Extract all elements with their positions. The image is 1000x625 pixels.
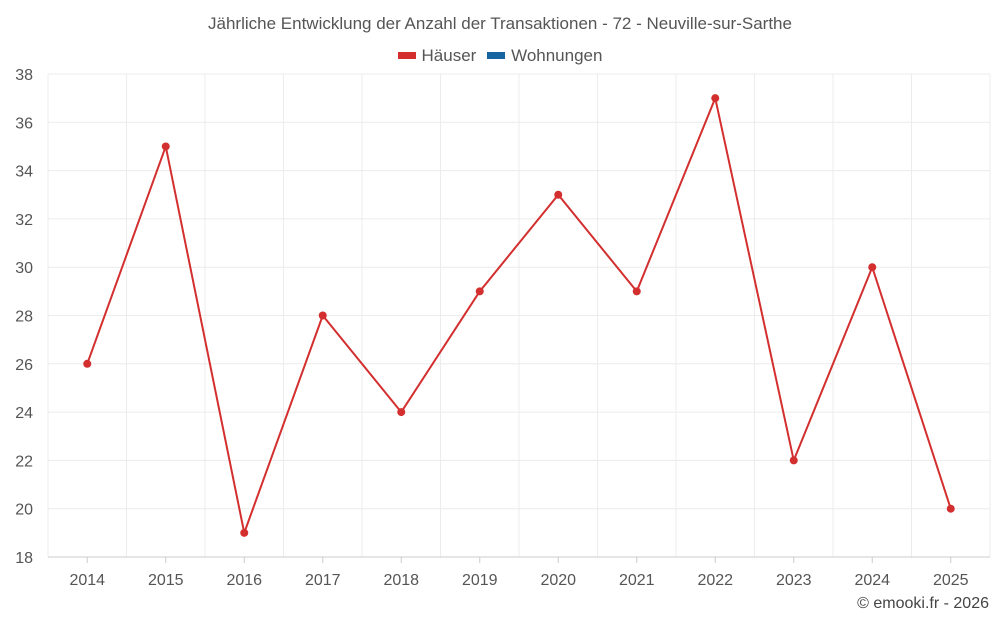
x-tick-label: 2022 bbox=[697, 572, 733, 589]
data-point bbox=[632, 287, 641, 296]
legend-swatch-haeuser bbox=[397, 52, 416, 59]
data-point bbox=[789, 456, 798, 465]
data-point bbox=[711, 94, 720, 103]
y-tick-label: 34 bbox=[15, 164, 33, 181]
data-point bbox=[397, 408, 406, 417]
y-tick-label: 22 bbox=[15, 453, 33, 470]
legend-item-haeuser[interactable]: Häuser bbox=[397, 45, 477, 66]
x-tick-label: 2015 bbox=[148, 572, 184, 589]
x-tick-label: 2021 bbox=[619, 572, 655, 589]
data-point bbox=[318, 311, 327, 320]
legend-item-wohnungen[interactable]: Wohnungen bbox=[487, 46, 602, 66]
x-tick-label: 2017 bbox=[305, 572, 341, 589]
x-tick-label: 2023 bbox=[776, 572, 812, 589]
data-point bbox=[946, 504, 955, 513]
axes bbox=[48, 556, 990, 563]
data-point bbox=[868, 263, 877, 272]
grid bbox=[47, 73, 991, 558]
data-point bbox=[240, 528, 249, 537]
series-lines bbox=[86, 97, 952, 534]
y-tick-label: 30 bbox=[15, 260, 33, 277]
series-line-häuser bbox=[86, 97, 952, 534]
series-points bbox=[83, 94, 955, 537]
x-tick-label: 2025 bbox=[933, 572, 969, 589]
legend: Häuser Wohnungen bbox=[0, 44, 1000, 66]
y-tick-label: 28 bbox=[15, 309, 33, 326]
data-point bbox=[554, 190, 563, 199]
data-point bbox=[83, 359, 92, 368]
x-tick-label: 2020 bbox=[540, 572, 576, 589]
data-point bbox=[475, 287, 484, 296]
chart-title: Jährliche Entwicklung der Anzahl der Tra… bbox=[208, 14, 792, 33]
x-tick-label: 2019 bbox=[462, 572, 498, 589]
x-tick-label: 2024 bbox=[854, 572, 890, 589]
y-tick-label: 32 bbox=[15, 212, 33, 229]
y-tick-label: 18 bbox=[15, 550, 33, 567]
x-tick-label: 2014 bbox=[69, 572, 105, 589]
legend-label-haeuser: Häuser bbox=[421, 45, 477, 65]
legend-label-wohnungen: Wohnungen bbox=[511, 45, 603, 65]
x-tick-label: 2016 bbox=[226, 572, 262, 589]
y-tick-label: 36 bbox=[15, 115, 33, 132]
y-tick-label: 26 bbox=[15, 357, 33, 374]
y-tick-label: 20 bbox=[15, 502, 33, 519]
y-tick-label: 38 bbox=[15, 67, 33, 84]
legend-swatch-wohnungen bbox=[487, 52, 506, 59]
y-tick-label: 24 bbox=[15, 405, 33, 422]
credit-text: © emooki.fr - 2026 bbox=[857, 595, 989, 612]
x-tick-label: 2018 bbox=[383, 572, 419, 589]
data-point bbox=[161, 142, 170, 151]
